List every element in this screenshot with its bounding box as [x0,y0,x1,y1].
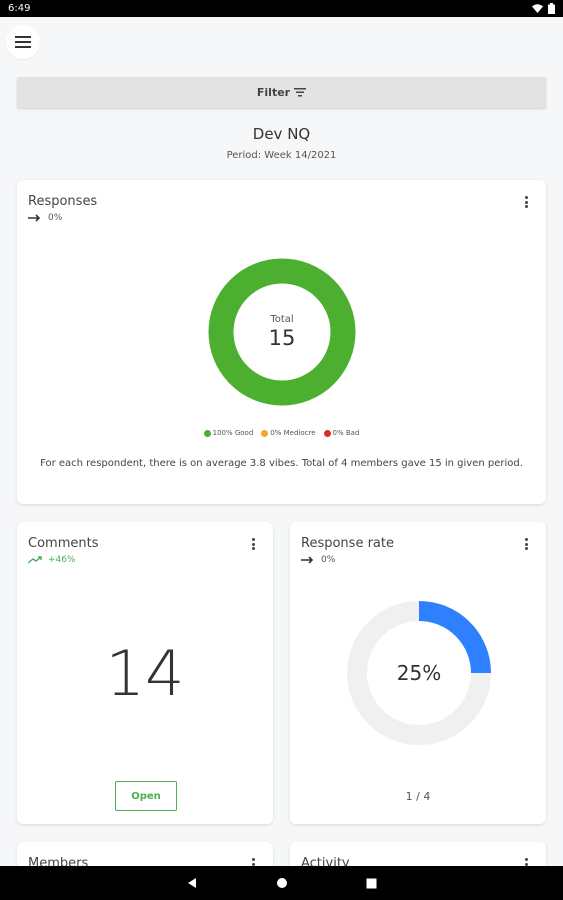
arrow-right-icon [301,556,314,564]
response-rate-more-icon[interactable] [522,536,530,552]
responses-total-value: 15 [268,326,296,350]
activity-card: Activity [290,842,546,866]
responses-donut-chart [208,258,356,406]
legend-item-mediocre: 0% Mediocre [261,429,316,437]
response-rate-trend-value: 0% [321,555,336,565]
responses-trend-value: 0% [48,213,63,223]
response-rate-arc [418,601,491,674]
activity-title: Activity [301,856,350,866]
responses-card: Responses 0% Total 15 100% Good 0% Medio… [17,180,546,504]
responses-trend: 0% [28,213,62,223]
recents-icon[interactable] [366,878,377,889]
response-rate-ratio: 1 / 4 [405,790,431,803]
responses-description: For each respondent, there is on average… [40,458,523,469]
comments-more-icon[interactable] [249,536,257,552]
status-icons [532,3,555,14]
menu-button[interactable] [6,25,40,59]
filter-icon [294,88,307,97]
back-icon[interactable] [186,877,198,889]
response-rate-title: Response rate [301,536,394,551]
filter-button[interactable]: Filter [17,77,546,108]
hamburger-menu-icon [15,36,31,48]
legend-label-mediocre: 0% Mediocre [270,429,316,437]
comments-trend-value: +46% [48,555,76,565]
legend-item-good: 100% Good [203,429,254,437]
members-more-icon[interactable] [249,856,257,866]
comments-card: Comments +46% 14 Open [17,522,273,824]
status-time: 6:49 [8,3,31,14]
legend-dot-good [203,429,211,437]
status-bar: 6:49 [0,0,563,17]
system-navigation-bar [0,866,563,900]
legend-dot-mediocre [261,429,269,437]
members-card: Members [17,842,273,866]
response-rate-card: Response rate 0% 25% 1 / 4 [290,522,546,824]
battery-icon [548,3,555,14]
response-rate-donut-chart [347,601,491,745]
comments-count: 14 [105,637,185,710]
members-title: Members [28,856,89,866]
activity-more-icon[interactable] [522,856,530,866]
filter-label: Filter [256,86,291,99]
page-title: Dev NQ [252,125,311,143]
app-content: Filter Dev NQ Period: Week 14/2021 Respo… [0,17,563,866]
wifi-icon [532,4,543,13]
responses-donut-good [208,258,356,406]
trending-up-icon [28,556,42,564]
comments-title: Comments [28,536,99,551]
arrow-right-icon [28,214,41,222]
response-rate-trend: 0% [301,555,335,565]
legend-item-bad: 0% Bad [323,429,360,437]
legend-dot-bad [323,429,331,437]
responses-legend: 100% Good 0% Mediocre 0% Bad [17,429,546,437]
period-label: Period: Week 14/2021 [226,150,337,161]
open-comments-button[interactable]: Open [115,781,177,811]
responses-total-label: Total [270,314,294,325]
responses-more-icon[interactable] [522,194,530,210]
response-rate-percent: 25% [396,661,442,685]
legend-label-good: 100% Good [212,429,254,437]
legend-label-bad: 0% Bad [332,429,360,437]
responses-title: Responses [28,194,98,209]
comments-trend: +46% [28,555,76,565]
home-icon[interactable] [276,877,288,889]
responses-donut-center: Total 15 [208,314,356,350]
